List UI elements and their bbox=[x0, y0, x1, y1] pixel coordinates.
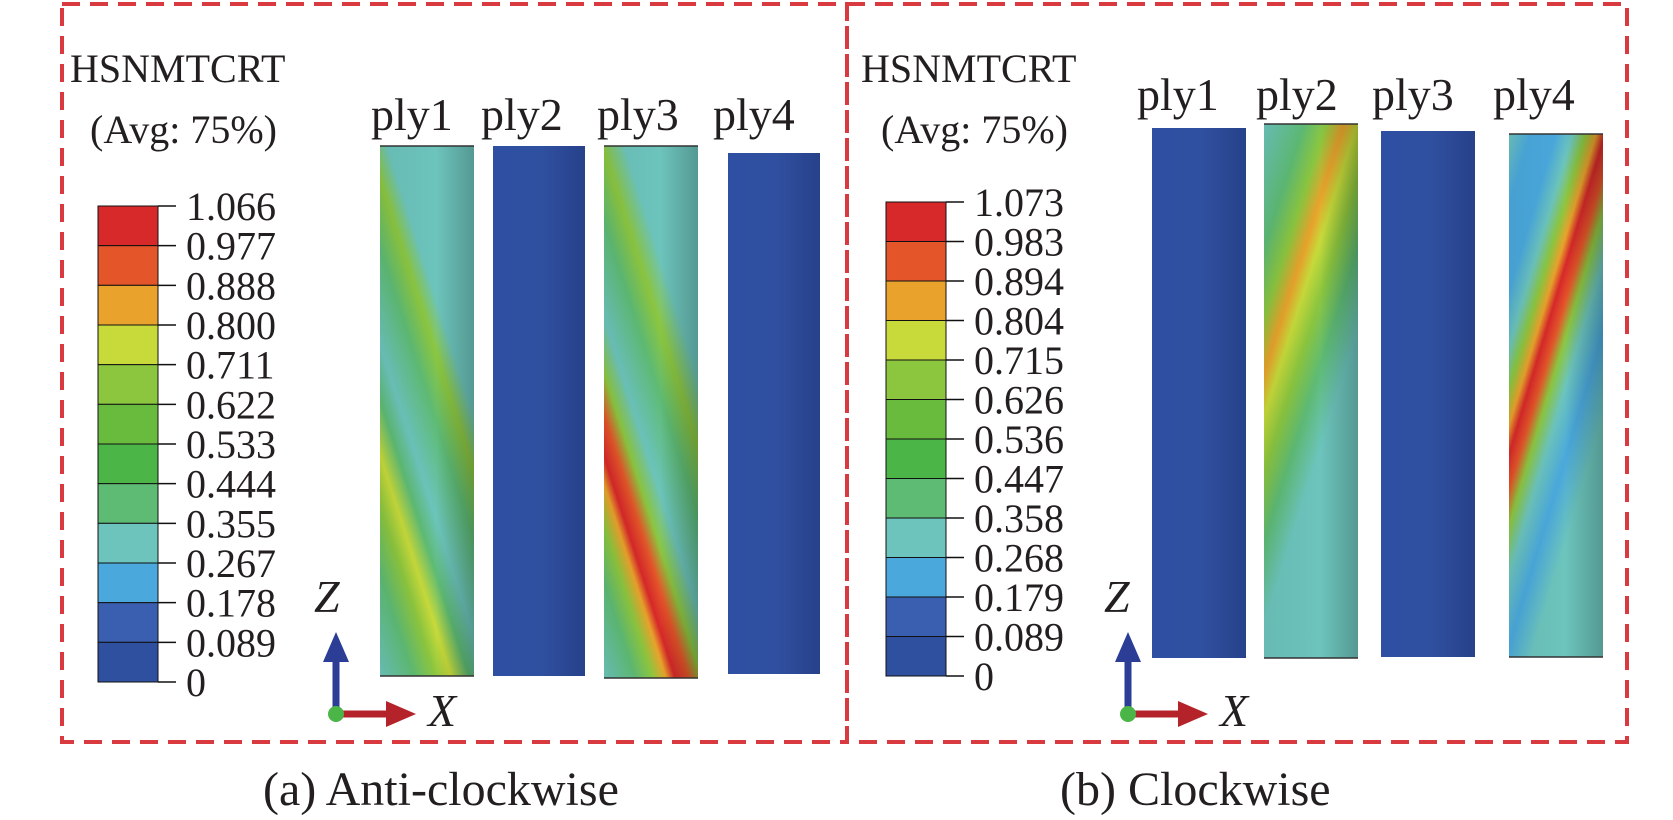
legend-variable-a: HSNMTCRT bbox=[70, 46, 285, 91]
legend-value: 0.800 bbox=[186, 303, 276, 348]
axis-x-label-a: X bbox=[426, 685, 458, 736]
legend-value: 0.355 bbox=[186, 501, 276, 546]
legend-swatch bbox=[97, 364, 159, 405]
legend-swatch bbox=[97, 522, 159, 564]
color-legend-b: 1.0730.9830.8940.8040.7150.6260.5360.447… bbox=[885, 180, 1064, 699]
ply-b-3 bbox=[1381, 131, 1475, 657]
legend-swatch bbox=[885, 320, 947, 361]
legend-value: 1.073 bbox=[974, 180, 1064, 225]
legend-swatch bbox=[885, 478, 947, 519]
ply-label-b-1: ply1 bbox=[1137, 69, 1219, 120]
axis-triad-b: Z X bbox=[1104, 571, 1250, 736]
legend-value: 0.804 bbox=[974, 299, 1064, 344]
ply-label-b-2: ply2 bbox=[1256, 69, 1338, 120]
legend-value: 0.977 bbox=[186, 224, 276, 269]
ply-b-4 bbox=[1509, 133, 1603, 658]
legend-value: 0.626 bbox=[974, 378, 1064, 423]
legend-swatch bbox=[885, 438, 947, 479]
legend-value: 0.444 bbox=[186, 462, 276, 507]
legend-swatch bbox=[885, 517, 947, 558]
legend-value: 0.268 bbox=[974, 536, 1064, 581]
legend-value: 0.089 bbox=[186, 620, 276, 665]
legend-variable-b: HSNMTCRT bbox=[861, 46, 1076, 91]
legend-value: 0.888 bbox=[186, 263, 276, 308]
ply-label-a-2: ply2 bbox=[481, 89, 563, 140]
legend-swatch bbox=[885, 359, 947, 400]
ply-label-a-1: ply1 bbox=[371, 89, 453, 140]
legend-value: 1.066 bbox=[186, 184, 276, 229]
legend-value: 0.533 bbox=[186, 422, 276, 467]
legend-swatch bbox=[885, 596, 947, 637]
ply-a-2 bbox=[493, 146, 585, 676]
legend-swatch bbox=[97, 205, 159, 247]
legend-swatch bbox=[97, 284, 159, 326]
legend-swatch bbox=[97, 602, 159, 643]
legend-swatch bbox=[885, 280, 947, 321]
legend-swatch bbox=[97, 562, 159, 604]
panel-b-frame bbox=[845, 2, 1629, 744]
legend-value: 0 bbox=[974, 654, 994, 699]
legend-swatch bbox=[97, 403, 159, 445]
ply-label-b-3: ply3 bbox=[1372, 69, 1454, 120]
legend-value: 0.358 bbox=[974, 496, 1064, 541]
legend-value: 0.983 bbox=[974, 220, 1064, 265]
legend-swatch bbox=[97, 443, 159, 485]
ply-b-1 bbox=[1152, 128, 1246, 658]
ply-a-3 bbox=[604, 145, 698, 679]
legend-swatch bbox=[97, 483, 159, 524]
legend-value: 0.179 bbox=[974, 575, 1064, 620]
legend-swatch bbox=[885, 399, 947, 440]
axis-z-label-b: Z bbox=[1104, 571, 1130, 622]
legend-swatch bbox=[885, 201, 947, 242]
legend-value: 0.622 bbox=[186, 382, 276, 427]
legend-value: 0.089 bbox=[974, 615, 1064, 660]
ply-b-2 bbox=[1264, 123, 1358, 659]
panel-b: HSNMTCRT (Avg: 75%) 1.0730.9830.8940.804… bbox=[845, 2, 1629, 744]
ply-label-a-3: ply3 bbox=[597, 89, 679, 140]
legend-value: 0.715 bbox=[974, 338, 1064, 383]
legend-value: 0.711 bbox=[186, 343, 275, 388]
legend-swatch bbox=[97, 324, 159, 366]
ply-label-b-4: ply4 bbox=[1493, 69, 1575, 120]
legend-swatch bbox=[885, 241, 947, 282]
axis-x-label-b: X bbox=[1218, 685, 1250, 736]
ply-a-4 bbox=[728, 153, 820, 674]
caption-a: (a) Anti-clockwise bbox=[263, 763, 619, 816]
legend-value: 0.178 bbox=[186, 581, 276, 626]
panel-a: HSNMTCRT (Avg: 75%) 1.0660.9770.8880.800… bbox=[60, 2, 849, 744]
legend-value: 0.447 bbox=[974, 457, 1064, 502]
ply-a-1 bbox=[380, 145, 474, 677]
legend-swatch bbox=[885, 557, 947, 598]
legend-swatch bbox=[97, 245, 159, 286]
color-legend-a: 1.0660.9770.8880.8000.7110.6220.5330.444… bbox=[97, 184, 276, 705]
legend-averaging-b: (Avg: 75%) bbox=[881, 107, 1068, 152]
caption-b: (b) Clockwise bbox=[1060, 763, 1331, 816]
legend-swatch bbox=[885, 636, 947, 677]
axis-triad-a: Z X bbox=[314, 571, 458, 736]
legend-value: 0 bbox=[186, 660, 206, 705]
legend-swatch bbox=[97, 641, 159, 683]
legend-value: 0.894 bbox=[974, 259, 1064, 304]
legend-value: 0.267 bbox=[186, 541, 276, 586]
axis-z-label-a: Z bbox=[314, 571, 340, 622]
legend-value: 0.536 bbox=[974, 417, 1064, 462]
legend-averaging-a: (Avg: 75%) bbox=[90, 107, 277, 152]
ply-label-a-4: ply4 bbox=[713, 89, 795, 140]
